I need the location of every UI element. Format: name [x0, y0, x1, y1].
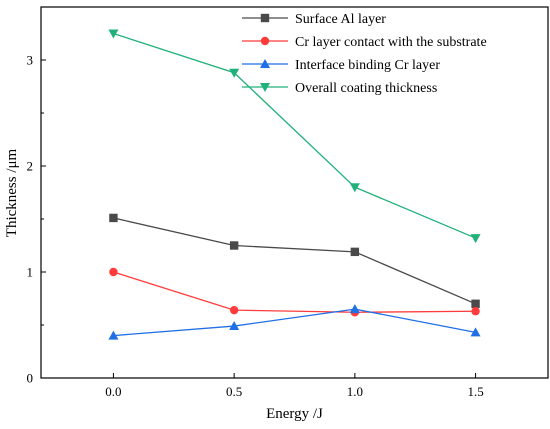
y-tick-label: 1 [27, 265, 34, 280]
series-0 [109, 213, 480, 308]
x-tick-label: 1.0 [347, 384, 363, 399]
y-axis-title: Thickness /μm [4, 148, 20, 237]
legend-label: Interface binding Cr layer [295, 58, 440, 73]
data-point [349, 304, 360, 314]
x-tick-label: 0.0 [105, 384, 121, 399]
series-2 [108, 304, 481, 340]
data-point [470, 234, 481, 244]
legend-label: Surface Al layer [295, 12, 386, 27]
y-tick-label: 0 [27, 371, 34, 386]
legend-item: Interface binding Cr layer [242, 58, 440, 73]
data-point [470, 327, 481, 337]
data-point [229, 241, 239, 250]
legend-item: Surface Al layer [242, 12, 386, 27]
x-axis-title: Energy /J [266, 406, 323, 422]
data-point [350, 247, 360, 257]
series-3 [108, 29, 481, 244]
legend: Surface Al layer Cr layer contact with t… [242, 12, 487, 96]
legend-marker [260, 36, 270, 46]
data-point [229, 321, 240, 331]
x-tick-label: 1.5 [467, 384, 483, 399]
data-point [229, 305, 239, 315]
legend-item: Cr layer contact with the substrate [242, 35, 487, 50]
data-point [109, 267, 118, 277]
data-point [109, 213, 118, 223]
legend-marker [260, 13, 270, 23]
x-tick-label: 0.5 [226, 384, 242, 399]
series-line [113, 217, 476, 305]
y-tick-label: 3 [27, 53, 34, 68]
legend-marker [260, 59, 270, 68]
series-1 [109, 267, 480, 317]
data-point [471, 299, 480, 308]
y-tick-label: 2 [27, 159, 34, 174]
series-layer [108, 29, 481, 340]
legend-label: Overall coating thickness [295, 81, 437, 96]
data-point [108, 330, 119, 340]
data-point [349, 183, 360, 193]
axis-ticks: 0.0 0.5 1.0 1.5 0 1 2 3 [27, 53, 484, 400]
legend-label: Cr layer contact with the substrate [295, 35, 487, 50]
plot-area-frame [40, 6, 549, 379]
series-line [113, 32, 476, 239]
series-line [113, 271, 476, 313]
legend-marker [260, 83, 270, 92]
series-line [113, 308, 476, 337]
data-point [108, 29, 119, 39]
data-point [229, 68, 240, 78]
data-point [471, 307, 480, 316]
legend-item: Overall coating thickness [242, 81, 437, 96]
